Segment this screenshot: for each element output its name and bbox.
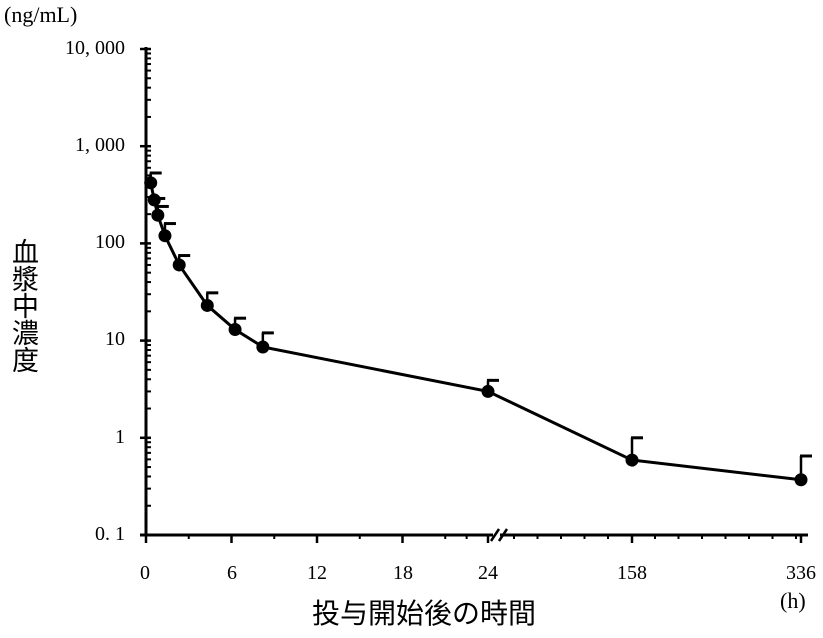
data-point [481,384,495,398]
x-tick-18: 18 [393,562,413,584]
axis-break-mark [497,528,509,542]
data-series [144,171,812,487]
data-point [147,193,161,207]
data-point [172,258,186,272]
x-tick-336: 336 [786,562,816,584]
data-line [149,182,802,482]
data-point [200,298,214,312]
x-tick-6: 6 [227,562,237,584]
data-point [144,176,158,190]
y-tick-1000: 1, 000 [75,134,125,156]
y-tick-100: 100 [95,231,125,253]
y-tick-0-1: 0. 1 [95,523,125,545]
data-point [158,229,172,243]
data-point [256,340,270,354]
y-tick-1: 1 [115,426,125,448]
x-tick-158: 158 [617,562,647,584]
x-axis-unit: (h) [780,588,806,613]
y-axis-unit: (ng/mL) [4,2,78,27]
y-tick-labels: 10, 000 1, 000 100 10 1 0. 1 [0,37,125,557]
data-point [151,208,165,222]
data-point [794,473,808,487]
y-tick-10: 10 [105,328,125,350]
axis-break-mark [489,528,501,542]
x-tick-12: 12 [307,562,327,584]
x-axis-title: 投与開始後の時間 [312,597,537,630]
x-tick-0: 0 [140,562,150,584]
data-point [228,323,242,337]
data-point [625,453,639,467]
x-tick-24: 24 [478,562,498,584]
axes [140,47,808,543]
y-axis-title: 血漿中濃度 [7,238,38,373]
y-tick-10000: 10, 000 [65,37,125,59]
